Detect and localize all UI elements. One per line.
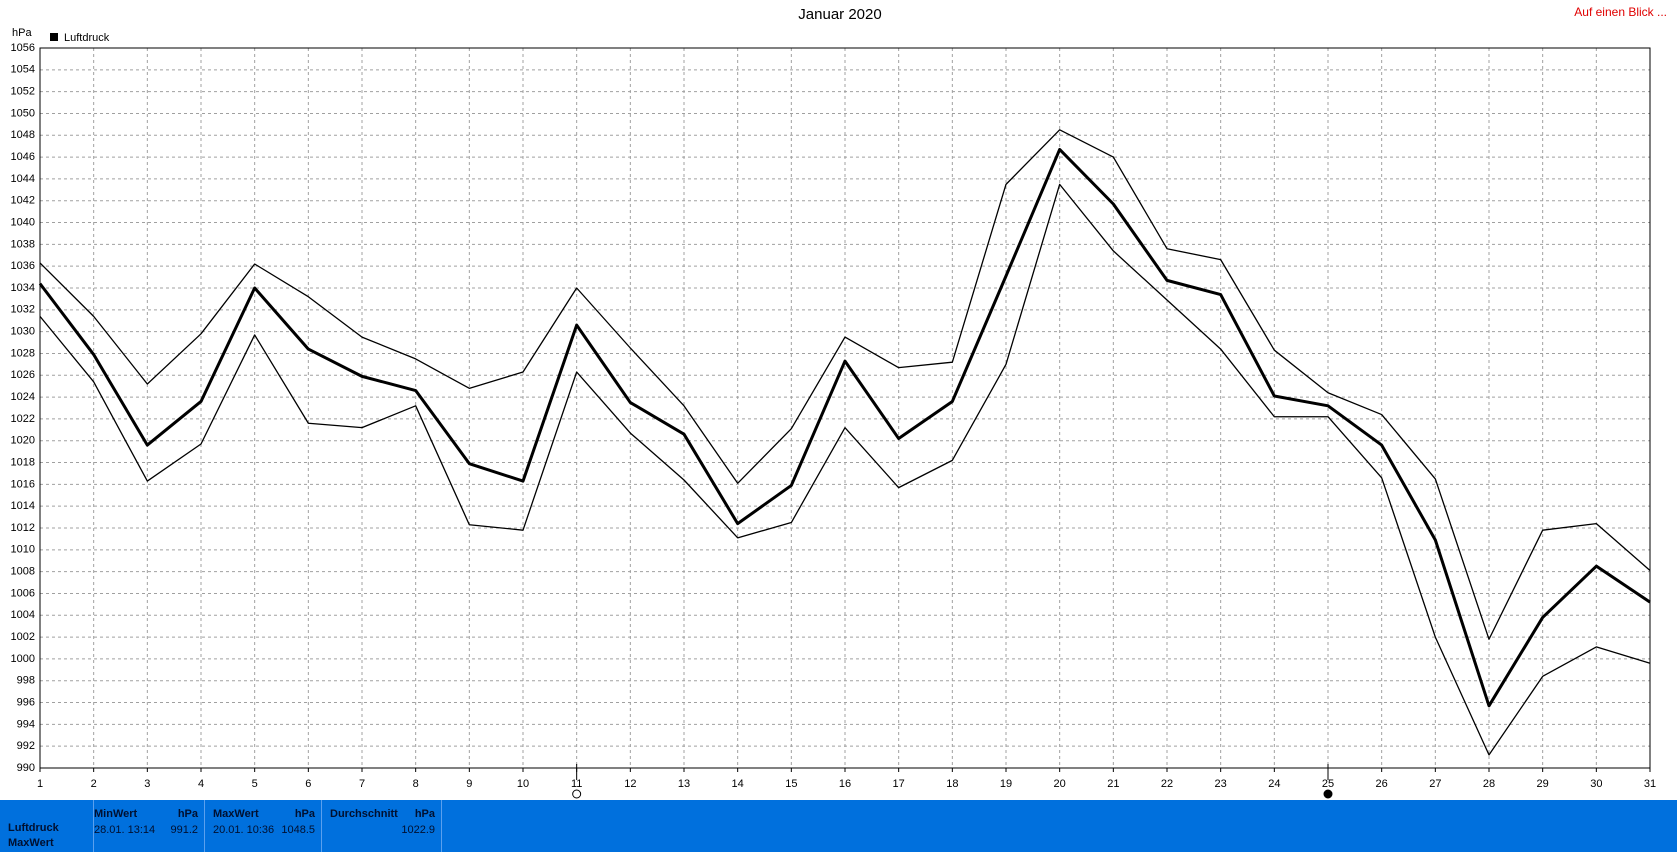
summary-panel: Luftdruck MaxWert MinWert hPa 28.01. 13:… (0, 800, 1677, 852)
x-tick-label: 14 (732, 778, 744, 790)
legend-label: Luftdruck (64, 32, 110, 44)
x-tick-label: 16 (839, 778, 851, 790)
row-labels: Luftdruck MaxWert (0, 800, 94, 852)
y-tick-label: 1002 (11, 631, 35, 643)
x-tick-label: 25 (1322, 778, 1334, 790)
x-tick-label: 24 (1268, 778, 1280, 790)
y-tick-label: 1028 (11, 347, 35, 359)
y-tick-label: 996 (17, 696, 35, 708)
y-tick-label: 1014 (11, 500, 35, 512)
x-tick-label: 31 (1644, 778, 1656, 790)
y-tick-label: 1038 (11, 238, 35, 250)
value: 1022.9 (401, 824, 435, 836)
y-tick-label: 1008 (11, 566, 35, 578)
y-tick-label: 1026 (11, 369, 35, 381)
y-tick-label: 1044 (11, 173, 35, 185)
x-tick-label: 18 (946, 778, 958, 790)
max-cell: MaxWert hPa 20.01. 10:36 1048.5 (211, 800, 322, 852)
legend-swatch (50, 33, 58, 41)
header: MinWert (94, 808, 138, 820)
x-tick-label: 20 (1054, 778, 1066, 790)
y-tick-label: 1012 (11, 522, 35, 534)
x-tick-label: 11 (571, 778, 582, 790)
x-tick-label: 21 (1107, 778, 1119, 790)
y-tick-label: 1024 (11, 391, 35, 403)
y-tick-label: 1046 (11, 151, 35, 163)
x-tick-label: 12 (624, 778, 636, 790)
x-tick-label: 13 (678, 778, 690, 790)
row-label: MaxWert (8, 837, 54, 849)
y-tick-label: 1052 (11, 86, 35, 98)
x-tick-label: 3 (144, 778, 150, 790)
x-tick-label: 9 (466, 778, 472, 790)
y-tick-label: 1042 (11, 195, 35, 207)
y-tick-label: 990 (17, 762, 35, 774)
x-tick-label: 17 (893, 778, 905, 790)
day-marker (572, 789, 582, 799)
x-tick-label: 22 (1161, 778, 1173, 790)
y-tick-label: 1032 (11, 304, 35, 316)
chart-title: Januar 2020 (798, 6, 881, 23)
y-tick-label: 1010 (11, 544, 35, 556)
y-tick-label: 1036 (11, 260, 35, 272)
x-tick-label: 4 (198, 778, 204, 790)
x-tick-label: 29 (1537, 778, 1549, 790)
header: Durchschnitt (330, 808, 398, 820)
y-tick-label: 1000 (11, 653, 35, 665)
value: 1048.5 (281, 824, 315, 836)
x-tick-label: 30 (1590, 778, 1602, 790)
avg-cell: Durchschnitt hPa 1022.9 (328, 800, 442, 852)
x-tick-label: 23 (1215, 778, 1227, 790)
series-line (38, 147, 1651, 708)
date: 20.01. 10:36 (213, 824, 275, 836)
x-tick-label: 15 (785, 778, 797, 790)
series-line (39, 183, 1651, 756)
row-label: Luftdruck (8, 822, 59, 834)
x-tick-label: 5 (252, 778, 258, 790)
x-tick-label: 27 (1429, 778, 1441, 790)
value: 991.2 (170, 824, 198, 836)
x-tick-label: 28 (1483, 778, 1495, 790)
x-tick-label: 10 (517, 778, 529, 790)
y-tick-label: 1030 (11, 326, 35, 338)
unit: hPa (414, 808, 435, 820)
plot-frame (39, 47, 1651, 769)
y-tick-label: 1034 (11, 282, 35, 294)
x-tick-label: 8 (413, 778, 419, 790)
y-tick-label: 1050 (11, 107, 35, 119)
x-tick-label: 2 (91, 778, 97, 790)
unit: hPa (294, 808, 315, 820)
overview-link[interactable]: Auf einen Blick ... (1574, 5, 1667, 19)
y-tick-label: 1006 (11, 587, 35, 599)
x-tick-label: 7 (359, 778, 365, 790)
min-cell: MinWert hPa 28.01. 13:14 991.2 (94, 800, 205, 852)
y-tick-label: 992 (17, 740, 35, 752)
day-marker (1323, 789, 1333, 799)
chart: Januar 2020 hPa Luftdruck 99099299499699… (11, 6, 1656, 799)
y-tick-label: 1016 (11, 478, 35, 490)
date: 28.01. 13:14 (94, 824, 156, 836)
x-tick-label: 19 (1000, 778, 1012, 790)
y-tick-label: 1004 (11, 609, 35, 621)
x-tick-label: 1 (37, 778, 43, 790)
y-tick-label: 1022 (11, 413, 35, 425)
y-tick-label: 1020 (11, 435, 35, 447)
y-tick-label: 1040 (11, 216, 35, 228)
header: MaxWert (213, 808, 259, 820)
x-tick-label: 6 (305, 778, 311, 790)
y-unit: hPa (12, 27, 32, 39)
y-tick-label: 1048 (11, 129, 35, 141)
y-tick-label: 1054 (11, 64, 35, 76)
y-tick-label: 1018 (11, 456, 35, 468)
y-tick-label: 994 (17, 718, 35, 730)
y-tick-label: 998 (17, 675, 35, 687)
y-tick-label: 1056 (11, 42, 35, 54)
series-line (39, 129, 1651, 640)
x-tick-label: 26 (1376, 778, 1388, 790)
unit: hPa (177, 808, 198, 820)
